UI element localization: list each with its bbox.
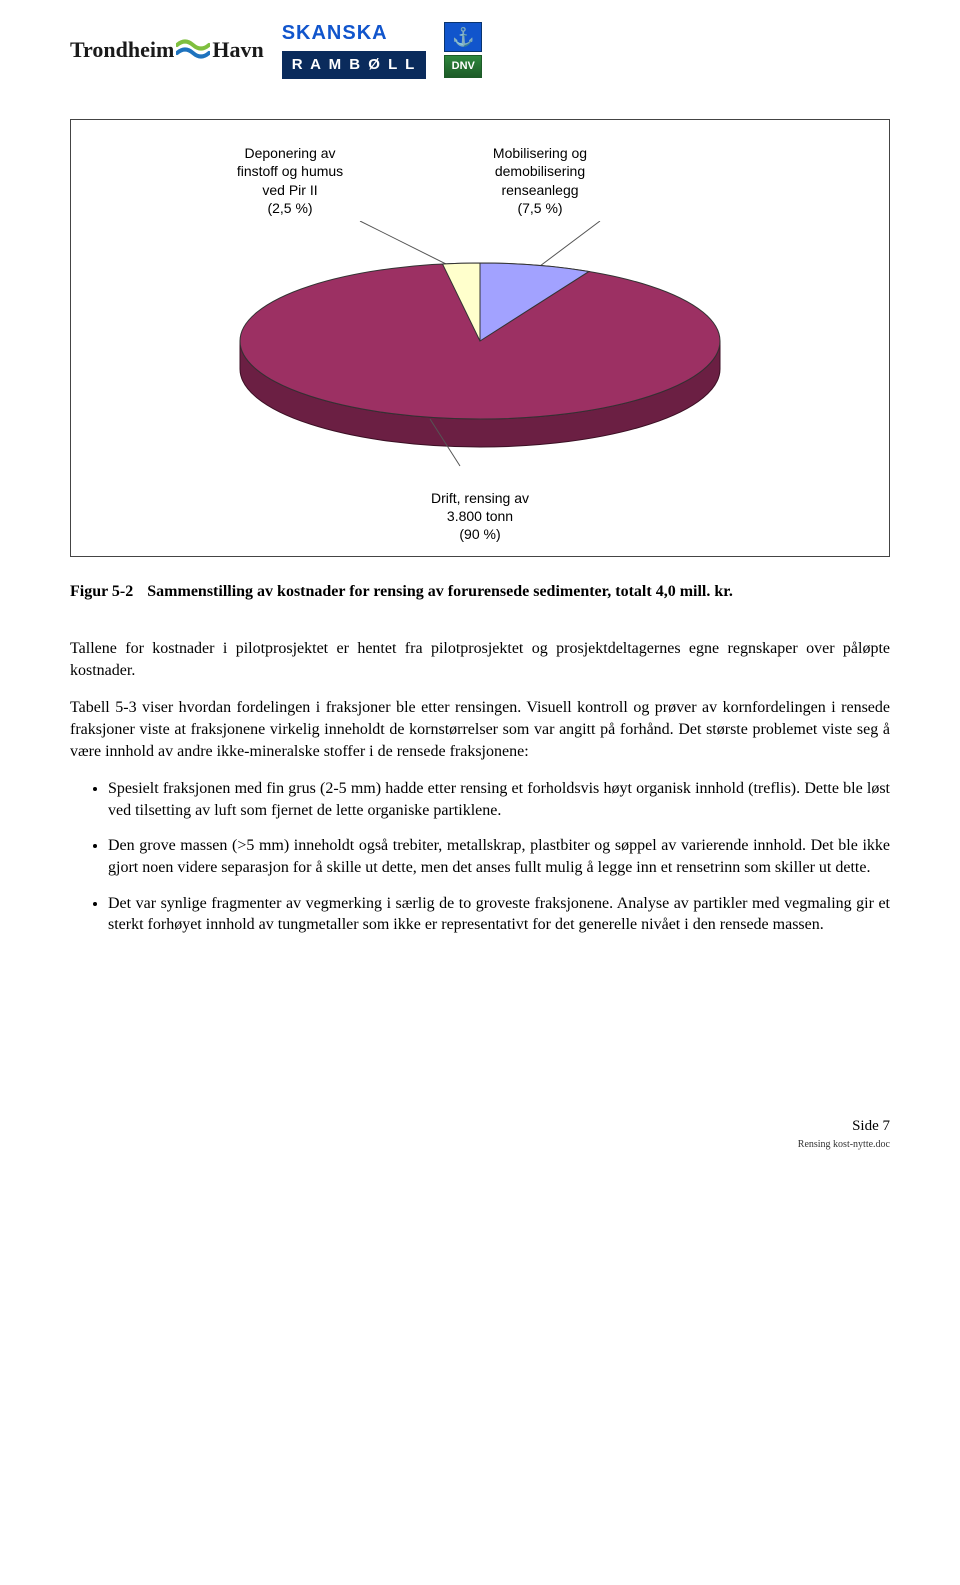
paragraph-1: Tallene for kostnader i pilotprosjektet …	[70, 638, 890, 681]
logo-ramboll: R A M B Ø L L	[282, 51, 427, 79]
pie-label-deponering: Deponering av finstoff og humus ved Pir …	[185, 144, 395, 217]
logo-skanska: SKANSKA	[282, 20, 388, 47]
pie-label-deponering-l3: ved Pir II	[262, 182, 317, 198]
logo-havn-text: Havn	[212, 35, 263, 65]
doc-filename: Rensing kost-nytte.doc	[70, 1138, 890, 1152]
pie-label-drift-l1: Drift, rensing av	[431, 490, 529, 506]
figure-caption: Figur 5-2 Sammenstilling av kostnader fo…	[70, 581, 890, 603]
header-logos: Trondheim Havn SKANSKA R A M B Ø L L ⚓ D…	[70, 20, 890, 79]
chart-top-labels: Deponering av finstoff og humus ved Pir …	[95, 144, 865, 217]
pie-label-drift: Drift, rensing av 3.800 tonn (90 %)	[95, 489, 865, 544]
pie-label-mobilisering: Mobilisering og demobilisering renseanle…	[435, 144, 645, 217]
figure-caption-id: Figur 5-2	[70, 581, 133, 603]
wave-icon	[176, 37, 210, 59]
logo-trondheim-havn: Trondheim Havn	[70, 35, 264, 65]
pie-chart	[95, 221, 865, 481]
pie-label-mobilisering-l1: Mobilisering og	[493, 145, 587, 161]
pie-chart-box: Deponering av finstoff og humus ved Pir …	[70, 119, 890, 556]
page-number: Side 7	[70, 1116, 890, 1136]
bullet-2: Den grove massen (>5 mm) inneholdt også …	[108, 835, 890, 878]
pie-label-mobilisering-l4: (7,5 %)	[517, 200, 562, 216]
pie-label-mobilisering-l3: renseanlegg	[501, 182, 578, 198]
bullet-3: Det var synlige fragmenter av vegmerking…	[108, 893, 890, 936]
pie-label-deponering-l2: finstoff og humus	[237, 163, 343, 179]
badge-stack: ⚓ DNV	[444, 22, 482, 78]
bullet-list: Spesielt fraksjonen med fin grus (2-5 mm…	[108, 778, 890, 936]
figure-caption-text: Sammenstilling av kostnader for rensing …	[147, 581, 733, 603]
pie-label-drift-l2: 3.800 tonn	[447, 508, 513, 524]
pie-label-drift-l3: (90 %)	[459, 526, 500, 542]
pie-label-mobilisering-l2: demobilisering	[495, 163, 585, 179]
anchor-icon: ⚓	[444, 22, 482, 52]
pie-label-deponering-l4: (2,5 %)	[267, 200, 312, 216]
logo-trondheim-text: Trondheim	[70, 35, 174, 65]
pie-label-deponering-l1: Deponering av	[244, 145, 335, 161]
bullet-1: Spesielt fraksjonen med fin grus (2-5 mm…	[108, 778, 890, 821]
paragraph-2: Tabell 5-3 viser hvordan fordelingen i f…	[70, 697, 890, 762]
page-footer: Side 7 Rensing kost-nytte.doc	[70, 1116, 890, 1152]
logo-dnv: DNV	[444, 55, 482, 78]
logo-skanska-ramboll: SKANSKA R A M B Ø L L	[282, 20, 427, 79]
